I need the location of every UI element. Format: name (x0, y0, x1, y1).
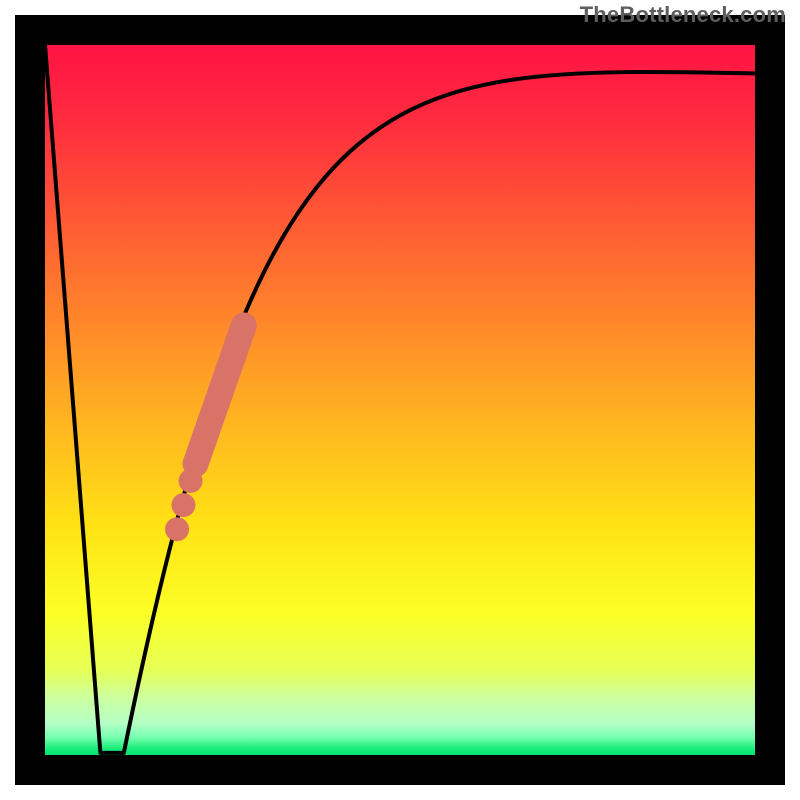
chart-container: TheBottleneck.com (0, 0, 800, 800)
marker-dot (179, 469, 203, 493)
marker-dot (171, 493, 195, 517)
bottleneck-curve-chart (0, 0, 800, 800)
attribution-label: TheBottleneck.com (580, 2, 786, 28)
plot-background (45, 45, 755, 755)
marker-dot (165, 517, 189, 541)
